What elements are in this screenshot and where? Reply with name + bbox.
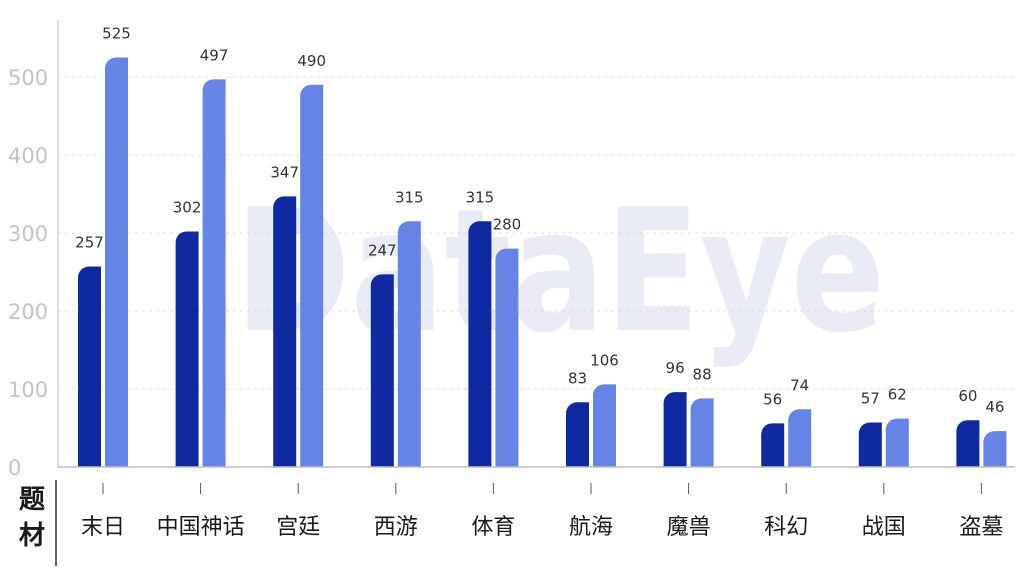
bar-series1 <box>468 221 492 467</box>
bar-series2 <box>983 431 1007 467</box>
bar-series2 <box>105 57 128 467</box>
bar-series2 <box>593 384 616 467</box>
category-label: 战国 <box>862 515 906 540</box>
bar-series1 <box>663 392 687 467</box>
y-tick-label: 100 <box>8 378 48 402</box>
category-label: 宫廷 <box>276 515 320 540</box>
category-label: 末日 <box>81 515 125 540</box>
y-tick-label: 200 <box>8 300 48 324</box>
y-tick-label: 0 <box>8 456 21 480</box>
bar-series1 <box>175 231 199 467</box>
category-label: 科幻 <box>764 515 808 540</box>
bar-series1 <box>956 420 980 467</box>
data-label: 96 <box>666 359 685 377</box>
data-label: 315 <box>466 188 495 206</box>
y-tick-label: 300 <box>8 222 48 246</box>
data-label: 247 <box>368 241 397 259</box>
x-axis: 末日 中国神话 宫廷 西游 体育 航海 魔兽 科幻 战国 盗墓 题材 <box>19 466 1015 566</box>
data-label: 302 <box>173 198 202 216</box>
category-label: 魔兽 <box>667 515 711 540</box>
x-axis-title-char: 材 <box>19 521 45 551</box>
bar-series1 <box>858 422 882 467</box>
data-label: 88 <box>693 365 712 383</box>
watermark-text: DataEye <box>235 173 885 371</box>
data-label: 62 <box>888 386 907 404</box>
data-label: 74 <box>790 376 809 394</box>
bar-series1 <box>370 274 394 467</box>
data-label: 497 <box>200 46 229 64</box>
y-tick-label: 400 <box>8 144 48 168</box>
bar-series2 <box>202 79 226 467</box>
data-label: 57 <box>861 390 880 408</box>
bar-series2 <box>495 248 519 467</box>
bar-series2 <box>397 221 421 467</box>
x-axis-title-char: 题 <box>19 485 45 515</box>
bar-series1 <box>761 423 785 467</box>
y-axis: 0 100 200 300 400 500 <box>8 20 59 480</box>
data-label: 347 <box>270 163 299 181</box>
bars <box>78 57 1007 468</box>
bar-series2 <box>885 418 909 467</box>
category-label: 航海 <box>569 515 613 540</box>
data-label: 280 <box>493 216 522 234</box>
data-label: 106 <box>590 351 619 369</box>
bar-series1 <box>78 266 101 467</box>
grid-lines <box>58 76 1015 390</box>
data-label: 60 <box>958 387 977 405</box>
bar-series2 <box>788 409 812 467</box>
category-label: 中国神话 <box>157 515 245 540</box>
data-label: 83 <box>568 369 587 387</box>
category-label: 体育 <box>471 515 515 540</box>
bar-series1 <box>566 402 589 467</box>
data-label: 525 <box>102 25 131 43</box>
bar-series1 <box>273 196 297 467</box>
data-label: 490 <box>297 52 326 70</box>
bar-series2 <box>690 398 714 467</box>
category-label: 盗墓 <box>959 515 1003 540</box>
data-label: 257 <box>75 234 104 252</box>
bar-series2 <box>300 84 324 468</box>
y-tick-label: 500 <box>8 66 48 90</box>
category-label: 西游 <box>374 515 418 540</box>
data-label: 46 <box>985 398 1004 416</box>
data-label: 315 <box>395 188 424 206</box>
data-label: 56 <box>763 390 782 408</box>
